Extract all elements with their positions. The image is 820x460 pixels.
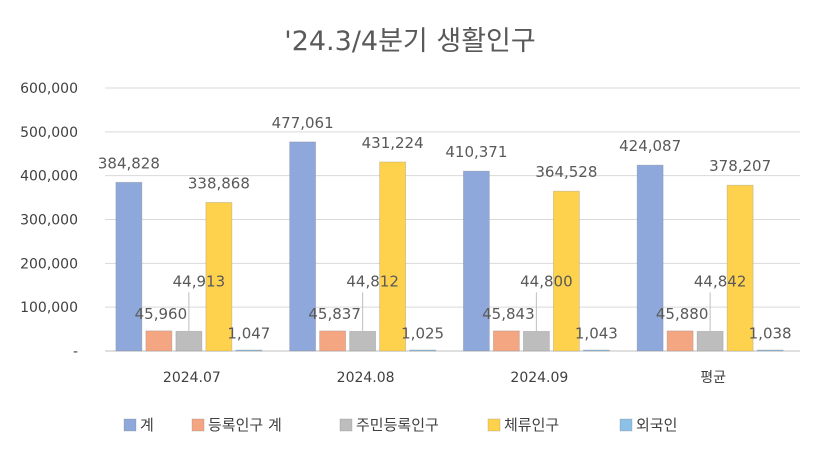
bar: [409, 349, 437, 352]
bar: [115, 181, 143, 352]
y-tick-label: 300,000: [20, 213, 78, 229]
legend-swatch: [339, 418, 353, 432]
data-label: 338,868: [188, 174, 250, 192]
data-label: 44,812: [346, 272, 399, 290]
bar: [175, 330, 203, 352]
bar: [462, 170, 490, 352]
y-tick-label: 500,000: [20, 125, 78, 141]
bar: [379, 161, 407, 352]
data-label: 44,913: [173, 272, 226, 290]
data-label: 45,843: [482, 305, 535, 323]
data-label: 1,047: [227, 325, 270, 343]
data-label: 477,061: [272, 114, 334, 132]
data-label: 424,087: [619, 137, 681, 155]
x-tick-label: 2024.09: [510, 370, 568, 386]
data-label: 45,960: [135, 305, 188, 323]
x-tick-label: 2024.08: [337, 370, 395, 386]
bar: [289, 141, 317, 352]
bar: [696, 330, 724, 352]
data-label: 410,371: [445, 143, 507, 161]
y-tick-label: -: [73, 344, 78, 360]
data-label: 378,207: [709, 157, 771, 175]
bar: [319, 330, 347, 352]
legend-label: 계: [140, 416, 154, 434]
x-tick-label: 평균: [700, 370, 726, 386]
y-tick-label: 600,000: [20, 81, 78, 97]
data-labels: 384,828 45,960 44,913 338,868 1,047 477,061 45…: [98, 114, 792, 343]
bar: [522, 330, 550, 352]
bar: [145, 330, 173, 352]
legend-item: 체류인구: [487, 416, 559, 434]
data-label: 384,828: [98, 154, 160, 172]
legend-item: 계: [123, 416, 154, 434]
bar: [666, 330, 694, 352]
legend-swatch: [619, 418, 633, 432]
x-axis: 2024.07 2024.08 2024.09 평균: [163, 370, 726, 386]
legend-item: 주민등록인구: [339, 416, 439, 434]
data-label: 1,043: [575, 325, 618, 343]
y-tick-label: 100,000: [20, 300, 78, 316]
legend-label: 주민등록인구: [356, 416, 439, 434]
legend-label: 체류인구: [504, 416, 559, 434]
bar: [726, 184, 754, 352]
legend: 계 등록인구 계 주민등록인구 체류인구 외국인: [123, 416, 677, 434]
x-tick-label: 2024.07: [163, 370, 221, 386]
bar: [756, 349, 784, 352]
data-label: 45,880: [656, 305, 709, 323]
data-label: 1,025: [401, 325, 444, 343]
chart-title: '24.3/4분기 생활인구: [284, 26, 535, 57]
legend-swatch: [191, 418, 205, 432]
bar: [205, 202, 233, 352]
bar: [552, 190, 580, 352]
legend-label: 외국인: [636, 416, 677, 434]
bar: [492, 330, 520, 352]
y-tick-label: 200,000: [20, 256, 78, 272]
legend-item: 등록인구 계: [191, 416, 282, 434]
data-label: 364,528: [535, 163, 597, 181]
bars: [115, 141, 784, 352]
y-axis: - 100,000 200,000 300,000 400,000 500,000 600,…: [20, 81, 78, 360]
legend-item: 외국인: [619, 416, 677, 434]
legend-swatch: [487, 418, 501, 432]
y-tick-label: 400,000: [20, 169, 78, 185]
data-label: 431,224: [362, 134, 424, 152]
legend-label: 등록인구 계: [208, 416, 282, 434]
bar: [636, 164, 664, 352]
data-label: 45,837: [308, 305, 361, 323]
data-label: 44,800: [520, 272, 573, 290]
bar: [582, 349, 610, 352]
legend-swatch: [123, 418, 137, 432]
bar: [349, 330, 377, 352]
leader-lines: [188, 292, 711, 332]
data-label: 44,842: [694, 272, 747, 290]
bar: [235, 349, 263, 352]
data-label: 1,038: [749, 325, 792, 343]
